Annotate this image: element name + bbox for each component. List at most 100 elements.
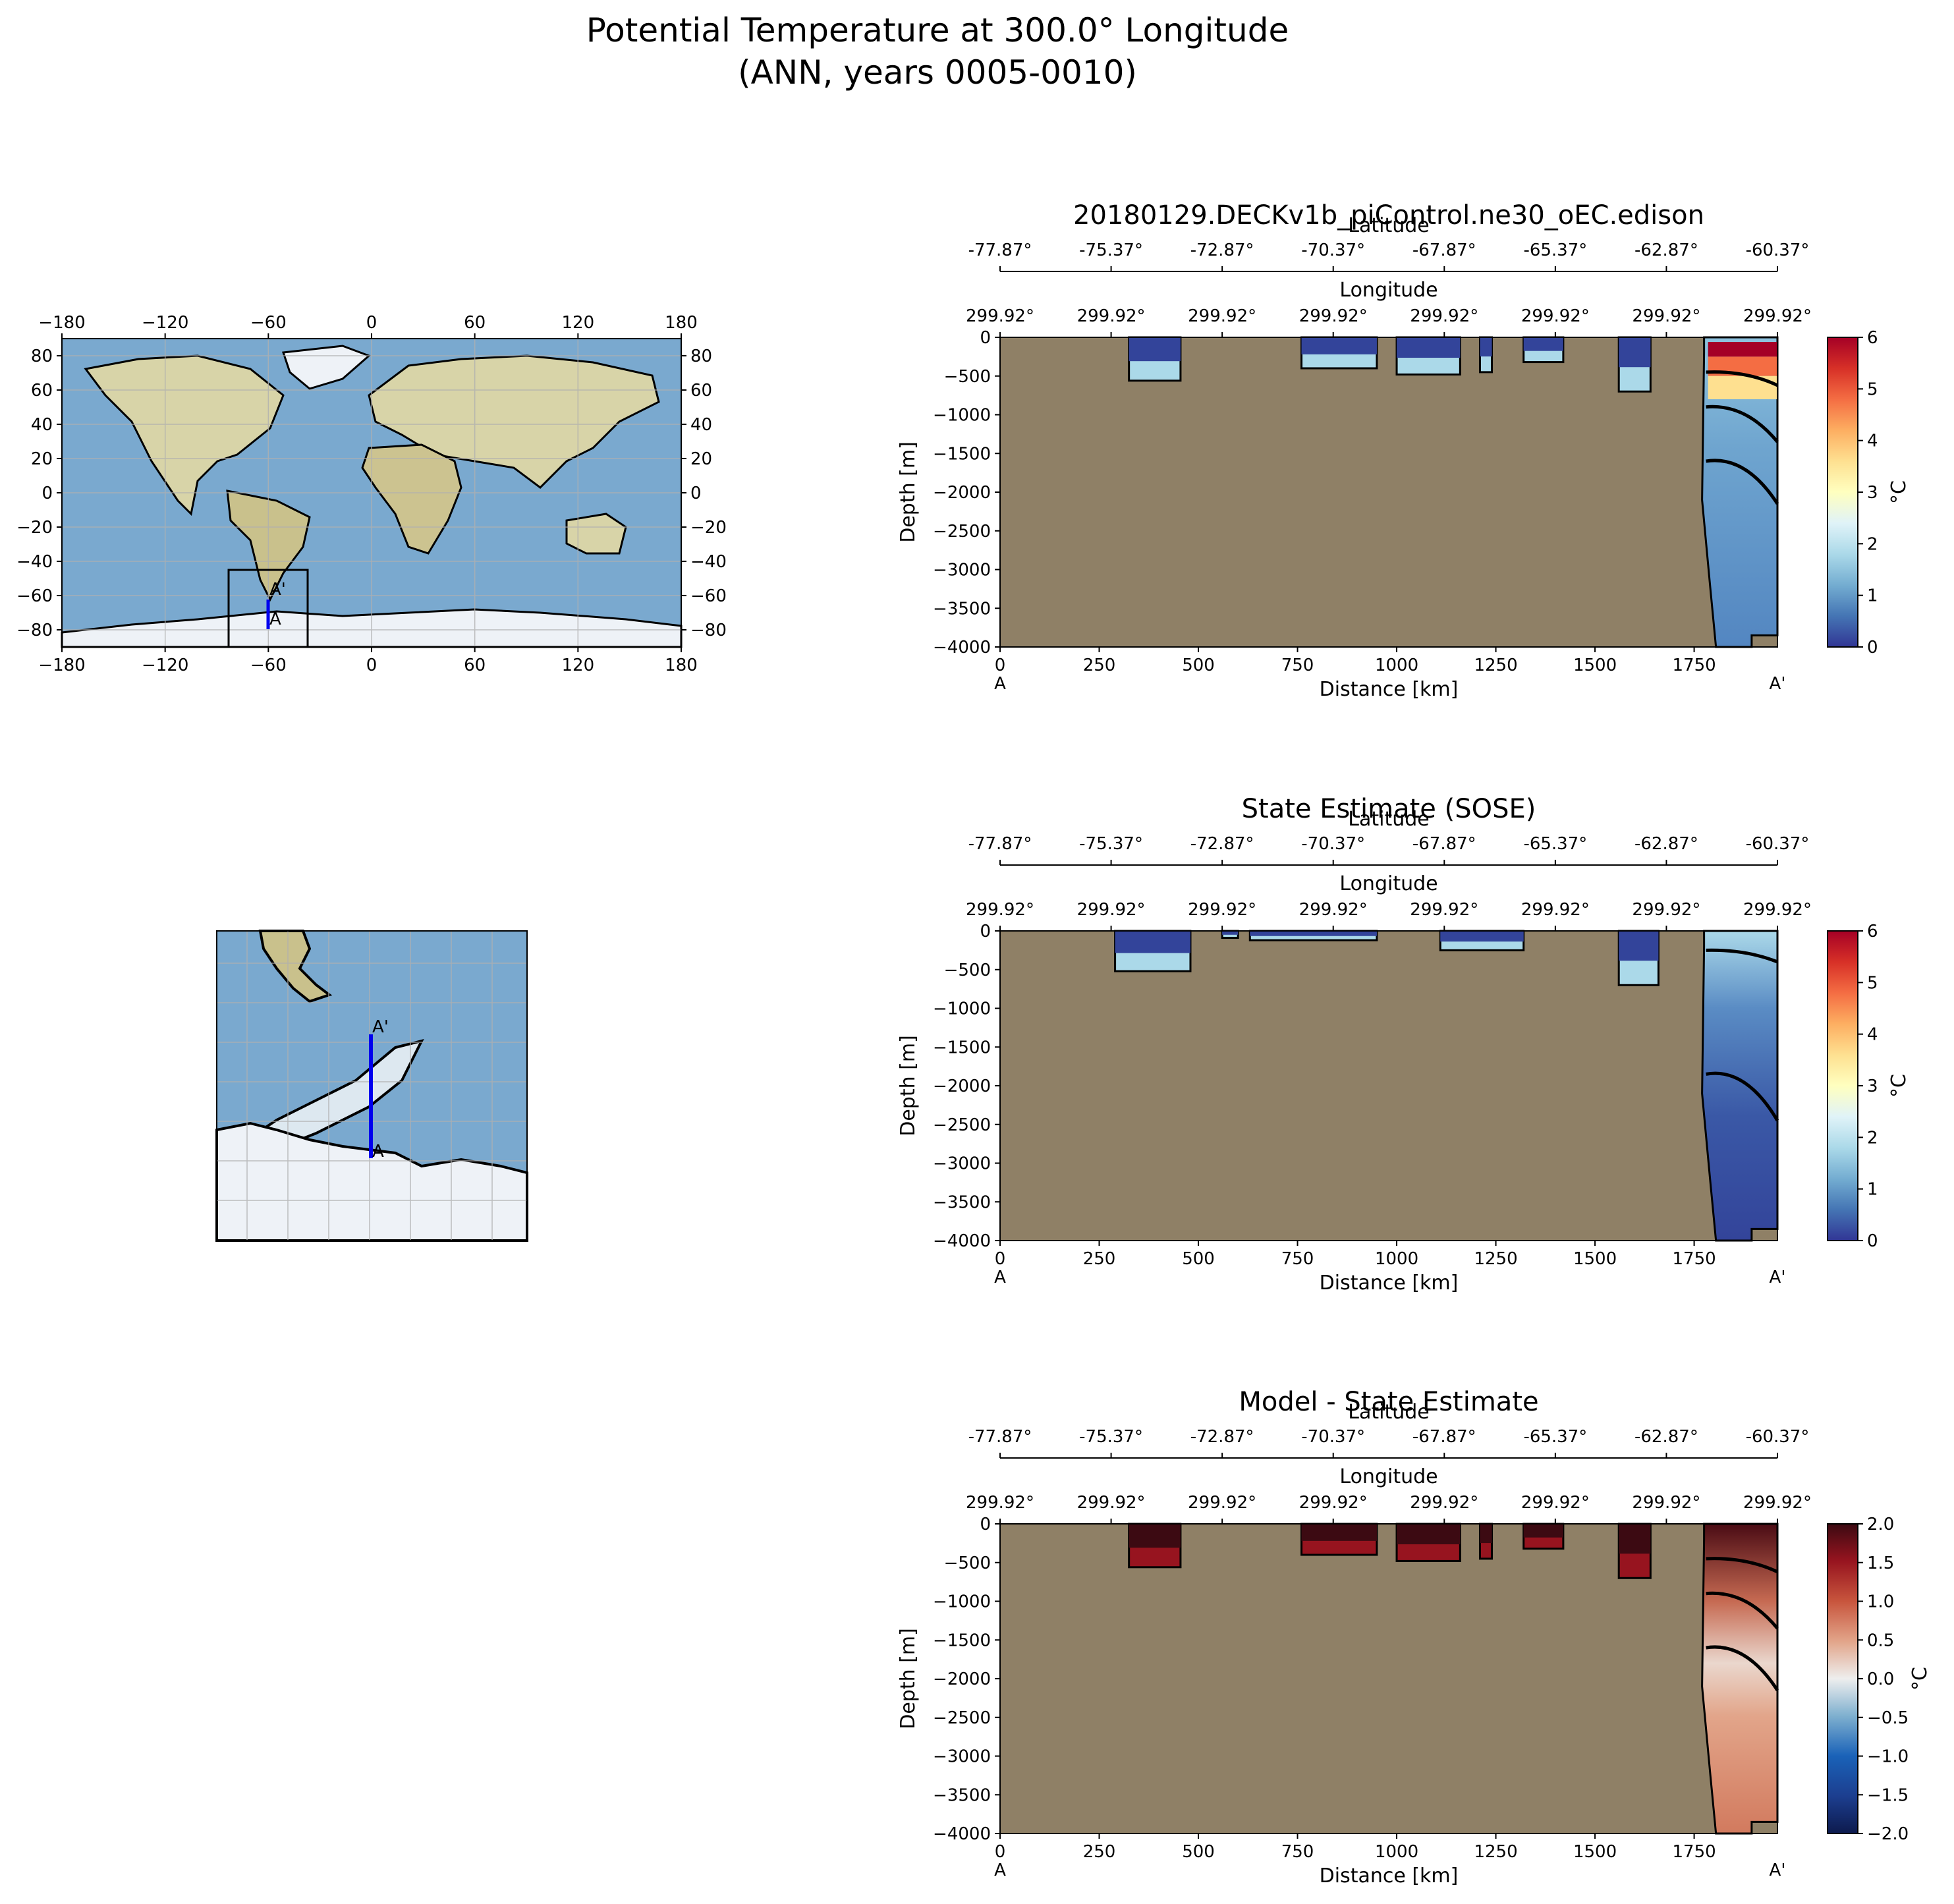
x-axis-label: Distance [km] [1320, 678, 1459, 701]
y-axis-label: Depth [m] [897, 1035, 920, 1136]
x-tick-label: 500 [1182, 1842, 1215, 1862]
lat-tick-label: -62.87° [1634, 1427, 1698, 1447]
lon-tick-label: 299.92° [1743, 1493, 1812, 1513]
contour-line [1706, 1557, 1779, 1574]
lat-tick-label: -60.37° [1746, 834, 1810, 854]
x-tick-label: 1000 [1375, 656, 1418, 675]
australia [565, 513, 627, 555]
colorbar [1827, 337, 1858, 648]
water-column-upper [1222, 931, 1239, 935]
map-lon-tick-bottom: −120 [142, 656, 188, 675]
map-lat-tick-right: 0 [690, 484, 702, 503]
y-tick-label: −2500 [933, 522, 991, 542]
map-lon-tick-top: 60 [464, 313, 486, 333]
x-tick-label: 250 [1083, 656, 1116, 675]
map-lon-tick-bottom: −180 [38, 656, 85, 675]
map-lat-tick-left: −20 [16, 518, 53, 538]
y-tick-label: −500 [944, 961, 991, 980]
x-axis-label: Distance [km] [1320, 1272, 1459, 1295]
lon-axis-label: Longitude [1339, 872, 1438, 895]
north-america [84, 354, 285, 517]
colorbar-tick-label: 0 [1867, 1231, 1878, 1251]
regional-map: A' A [215, 930, 528, 1242]
lon-tick-label: 299.92° [1410, 306, 1478, 326]
contour-line [1706, 1591, 1779, 1630]
map-lat-tick-right: −20 [690, 518, 727, 538]
section-start-label: A [994, 674, 1006, 694]
y-tick-label: −500 [944, 367, 991, 387]
lat-axis-label: Latitude [1348, 1401, 1429, 1424]
lat-tick-label: -75.37° [1079, 834, 1143, 854]
map-lat-tick-right: 60 [690, 381, 712, 401]
lat-tick-label: -65.37° [1523, 240, 1587, 260]
lat-tick-label: -65.37° [1523, 834, 1587, 854]
lon-tick-label: 299.92° [966, 900, 1034, 920]
lon-tick-label: 299.92° [1299, 1493, 1368, 1513]
water-column-upper [1480, 1524, 1492, 1544]
lat-axis-label: Latitude [1348, 214, 1429, 237]
y-tick-label: −1500 [933, 1038, 991, 1057]
map-lat-tick-right: 40 [690, 415, 712, 435]
water-column-upper [1619, 1524, 1651, 1554]
colorbar-tick-label: 1 [1867, 586, 1878, 606]
lon-tick-label: 299.92° [1743, 306, 1812, 326]
lon-tick-label: 299.92° [1632, 900, 1700, 920]
colorbar-tick-label: 1 [1867, 1180, 1878, 1200]
lon-tick-label: 299.92° [1743, 900, 1812, 920]
water-column-upper [1250, 931, 1377, 936]
contour-line [1706, 405, 1779, 443]
x-tick-label: 1250 [1474, 1842, 1517, 1862]
lat-tick-label: -67.87° [1412, 834, 1476, 854]
map-lat-tick-right: −60 [690, 586, 727, 606]
map-lat-tick-left: 80 [31, 347, 53, 366]
lon-tick-label: 299.92° [1299, 900, 1368, 920]
lon-tick-label: 299.92° [1632, 306, 1700, 326]
map-lon-tick-top: 120 [562, 313, 595, 333]
map-lat-tick-left: −80 [16, 621, 53, 640]
y-tick-label: −1500 [933, 444, 991, 464]
map-lon-tick-top: 180 [665, 313, 698, 333]
figure-title-line1: Potential Temperature at 300.0° Longitud… [586, 11, 1289, 49]
x-tick-label: 1250 [1474, 656, 1517, 675]
colorbar-tick-label: 6 [1867, 922, 1878, 941]
map-lat-tick-left: 0 [42, 484, 53, 503]
lon-tick-label: 299.92° [1521, 900, 1590, 920]
colorbar-tick-label: −0.5 [1867, 1708, 1909, 1728]
y-tick-label: −3500 [933, 1785, 991, 1805]
map-lat-tick-left: 40 [31, 415, 53, 435]
lon-tick-label: 299.92° [966, 306, 1034, 326]
y-tick-label: −2000 [933, 1077, 991, 1096]
contour-line [1706, 370, 1779, 387]
x-tick-label: 750 [1281, 1842, 1314, 1862]
colorbar-tick-label: 1.0 [1867, 1592, 1894, 1612]
colorbar-tick-label: 5 [1867, 379, 1878, 399]
section-land [1000, 337, 1777, 647]
map-lon-tick-top: 0 [366, 313, 377, 333]
colorbar-tick-label: 4 [1867, 432, 1878, 451]
y-axis-label: Depth [m] [897, 1628, 920, 1729]
map-lon-tick-bottom: −60 [250, 656, 287, 675]
map-lon-tick-top: −60 [250, 313, 287, 333]
colorbar-label: °C [1887, 1074, 1911, 1098]
x-tick-label: 500 [1182, 1249, 1215, 1269]
water-column-upper [1523, 1524, 1563, 1538]
y-tick-label: −3500 [933, 1192, 991, 1212]
lon-tick-label: 299.92° [1521, 1493, 1590, 1513]
colorbar-tick-label: 0.0 [1867, 1669, 1894, 1689]
panel-title: State Estimate (SOSE) [1242, 794, 1536, 824]
lon-axis-label: Longitude [1339, 279, 1438, 302]
x-tick-label: 250 [1083, 1249, 1116, 1269]
y-tick-label: −1000 [933, 406, 991, 426]
x-tick-label: 1500 [1573, 656, 1617, 675]
lat-tick-label: -72.87° [1190, 240, 1254, 260]
regional-map-frame [216, 930, 528, 1241]
x-tick-label: 1750 [1672, 1249, 1716, 1269]
section-start-label: A [994, 1861, 1006, 1880]
lon-tick-label: 299.92° [1299, 306, 1368, 326]
regional-transect-start-label: A [372, 1142, 384, 1162]
lat-tick-label: -77.87° [968, 834, 1032, 854]
lon-tick-label: 299.92° [1188, 900, 1256, 920]
map-lat-tick-left: 60 [31, 381, 53, 401]
section-end-label: A' [1770, 1861, 1786, 1880]
